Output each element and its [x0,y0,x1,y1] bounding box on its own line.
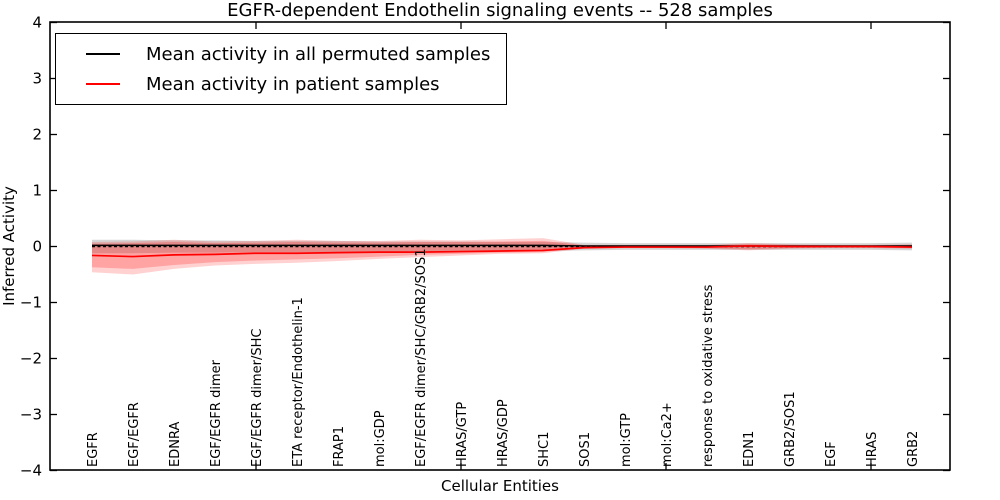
x-tick-label: EGF/EGFR dimer [209,359,224,467]
x-tick-label: HRAS [865,432,880,467]
x-tick-label: GRB2/SOS1 [783,391,798,467]
x-tick-label: FRAP1 [332,426,347,467]
legend: Mean activity in all permuted samples Me… [55,33,508,105]
x-tick-label: EGF [824,441,839,467]
x-tick-label: EGF/EGFR dimer/SHC/GRB2/SOS1 [414,249,429,468]
y-ticks: 4 3 2 1 0 −1 −2 −3 −4 [20,14,950,480]
y-tick-label: −4 [20,462,42,480]
x-tick-label: HRAS/GTP [455,402,470,467]
x-tick-label: EDN1 [742,431,757,467]
chart-title: EGFR-dependent Endothelin signaling even… [227,0,773,21]
y-tick-label: 3 [32,70,42,88]
x-tick-label: EDNRA [168,422,183,467]
legend-label: Mean activity in patient samples [146,73,440,95]
y-tick-label: −3 [20,406,42,424]
x-tick-label: SOS1 [578,432,593,467]
x-tick-label: EGF/EGFR [127,402,142,467]
x-axis-label: Cellular Entities [441,477,559,495]
red-line-swatch [86,83,120,85]
x-tick-label: EGF/EGFR dimer/SHC [250,329,265,467]
y-tick-label: 4 [32,14,42,32]
x-ticks [255,22,872,470]
legend-label: Mean activity in all permuted samples [146,43,491,65]
series-lines [91,244,913,258]
y-tick-label: 2 [32,126,42,144]
x-tick-labels: EGFR EGF/EGFR EDNRA EGF/EGFR dimer EGF/EGFR … [86,249,921,468]
x-tick-label: mol:GTP [619,413,634,467]
x-tick-label: HRAS/GDP [496,399,511,467]
x-tick-label: response to oxidative stress [701,284,716,467]
x-tick-label: GRB2 [906,431,921,467]
y-tick-label: 0 [32,238,42,256]
legend-entry-permuted: Mean activity in all permuted samples [56,39,490,69]
x-tick-label: mol:GDP [373,410,388,467]
legend-entry-patient: Mean activity in patient samples [56,69,490,99]
x-tick-label: SHC1 [537,432,552,467]
y-tick-label: −2 [20,350,42,368]
y-axis-label: Inferred Activity [0,186,18,306]
x-tick-label: mol:Ca2+ [660,402,675,467]
black-line-swatch [86,53,120,55]
y-tick-label: 1 [32,182,42,200]
patient-mean-line [91,245,913,258]
uncertainty-bands [92,238,912,275]
x-tick-label: ETA receptor/Endothelin-1 [291,297,306,467]
y-tick-label: −1 [20,294,42,312]
x-tick-label: EGFR [86,432,101,467]
